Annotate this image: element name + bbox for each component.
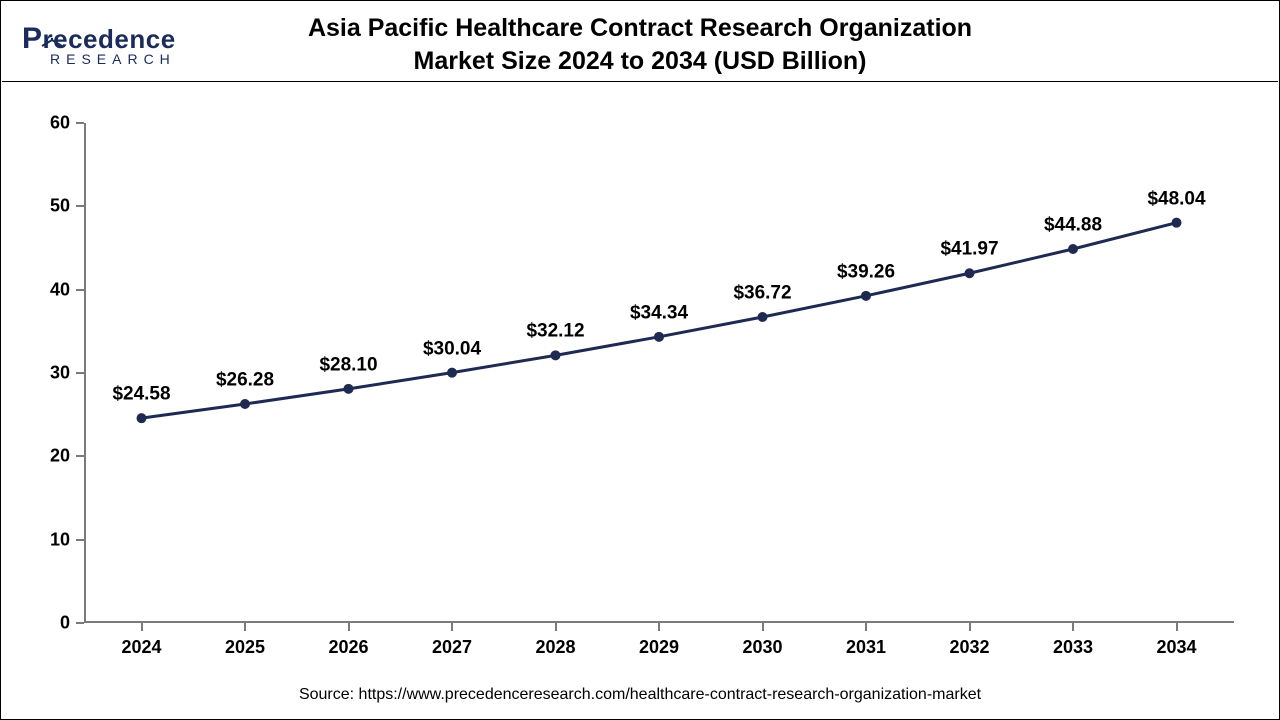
x-tick: [555, 623, 557, 631]
x-axis-label: 2025: [225, 637, 265, 658]
y-axis-label: 10: [50, 529, 70, 550]
outer-frame: Precedence RESEARCH Asia Pacific Healthc…: [0, 0, 1280, 720]
data-label: $28.10: [319, 354, 377, 376]
data-label: $32.12: [526, 321, 584, 343]
data-marker: [861, 291, 871, 301]
data-marker: [1172, 218, 1182, 228]
data-label: $24.58: [112, 384, 170, 406]
y-tick: [76, 289, 84, 291]
y-axis-label: 0: [60, 613, 70, 634]
y-axis-label: 20: [50, 446, 70, 467]
data-marker: [758, 312, 768, 322]
title-line-2: Market Size 2024 to 2034 (USD Billion): [2, 45, 1278, 78]
x-axis-label: 2026: [328, 637, 368, 658]
y-axis-label: 50: [50, 196, 70, 217]
title-line-1: Asia Pacific Healthcare Contract Researc…: [2, 12, 1278, 45]
header-section: Precedence RESEARCH Asia Pacific Healthc…: [2, 2, 1278, 82]
x-axis-label: 2030: [742, 637, 782, 658]
x-axis-label: 2032: [949, 637, 989, 658]
line-chart: 0102030405060202420252026202720282029203…: [84, 123, 1234, 623]
x-axis-label: 2027: [432, 637, 472, 658]
data-marker: [240, 399, 250, 409]
source-caption: Source: https://www.precedenceresearch.c…: [2, 686, 1278, 704]
y-axis-label: 60: [50, 113, 70, 134]
x-tick: [969, 623, 971, 631]
x-axis-label: 2033: [1053, 637, 1093, 658]
x-tick: [762, 623, 764, 631]
y-tick: [76, 372, 84, 374]
x-tick: [658, 623, 660, 631]
data-marker: [654, 332, 664, 342]
y-tick: [76, 622, 84, 624]
data-label: $26.28: [216, 370, 274, 392]
x-tick: [348, 623, 350, 631]
data-label: $48.04: [1147, 188, 1205, 210]
chart-area: 0102030405060202420252026202720282029203…: [2, 83, 1278, 718]
data-marker: [551, 350, 561, 360]
data-marker: [1068, 244, 1078, 254]
y-tick: [76, 122, 84, 124]
y-tick: [76, 539, 84, 541]
x-tick: [865, 623, 867, 631]
data-label: $39.26: [837, 261, 895, 283]
data-label: $41.97: [940, 239, 998, 261]
y-tick: [76, 205, 84, 207]
x-axis-label: 2028: [535, 637, 575, 658]
x-axis-label: 2024: [121, 637, 161, 658]
x-axis-label: 2031: [846, 637, 886, 658]
data-label: $36.72: [733, 283, 791, 305]
y-axis-label: 40: [50, 279, 70, 300]
data-label: $34.34: [630, 302, 688, 324]
x-axis-label: 2029: [639, 637, 679, 658]
y-axis-label: 30: [50, 363, 70, 384]
data-marker: [447, 368, 457, 378]
x-tick: [244, 623, 246, 631]
y-tick: [76, 455, 84, 457]
x-tick: [451, 623, 453, 631]
data-marker: [965, 268, 975, 278]
x-tick: [1072, 623, 1074, 631]
data-label: $30.04: [423, 338, 481, 360]
data-marker: [137, 413, 147, 423]
chart-title: Asia Pacific Healthcare Contract Researc…: [2, 12, 1278, 77]
data-marker: [344, 384, 354, 394]
data-label: $44.88: [1044, 215, 1102, 237]
x-axis-label: 2034: [1156, 637, 1196, 658]
x-tick: [141, 623, 143, 631]
x-tick: [1176, 623, 1178, 631]
